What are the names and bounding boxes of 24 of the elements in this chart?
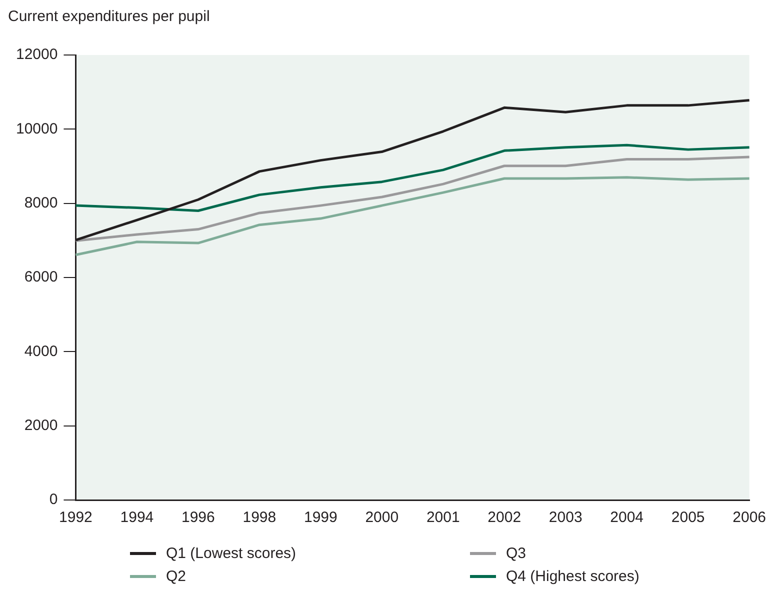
x-tick-label: 2002 (488, 509, 522, 526)
y-tick-label: 8000 (24, 194, 58, 212)
x-tick-label: 2004 (610, 509, 644, 526)
y-tick-label: 6000 (24, 268, 58, 286)
y-axis-title: Current expenditures per pupil (8, 8, 210, 25)
legend-label: Q2 (166, 568, 186, 585)
legend-label: Q1 (Lowest scores) (166, 545, 296, 562)
x-tick-label: 1998 (242, 509, 276, 526)
x-tick-label: 2000 (365, 509, 399, 526)
x-tick-label: 1999 (304, 509, 338, 526)
x-tick-label: 1996 (181, 509, 215, 526)
legend-label: Q3 (506, 545, 526, 562)
x-tick-label: 1994 (120, 509, 154, 526)
y-tick-label: 12000 (16, 46, 58, 64)
y-tick-label: 4000 (24, 342, 58, 360)
y-tick-label: 0 (49, 491, 58, 508)
y-tick-label: 10000 (16, 120, 58, 138)
y-tick-label: 2000 (24, 416, 58, 434)
x-tick-label: 2006 (732, 509, 766, 526)
x-tick-label: 2005 (671, 509, 705, 526)
x-tick-label: 2003 (548, 509, 582, 526)
legend-label: Q4 (Highest scores) (506, 568, 640, 585)
x-tick-label: 1992 (59, 509, 92, 526)
x-tick-label: 2001 (426, 509, 460, 526)
